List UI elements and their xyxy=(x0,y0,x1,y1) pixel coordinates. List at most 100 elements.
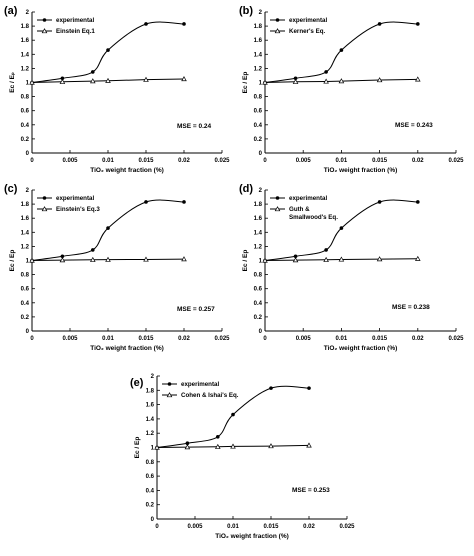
y-tick-label: 1.6 xyxy=(146,403,155,409)
data-point-model xyxy=(338,78,345,84)
legend-label-line: Smallwood's Eq. xyxy=(289,214,338,221)
data-point-model xyxy=(154,444,160,450)
y-axis-title: Ec / Ep xyxy=(9,250,16,272)
data-point-experimental xyxy=(185,441,190,446)
legend-label: Cohen & Ishai's Eq. xyxy=(181,392,239,399)
data-point-model xyxy=(292,78,299,84)
data-point-model xyxy=(29,79,35,85)
legend-label: experimental xyxy=(289,195,327,202)
panel-label: (c) xyxy=(4,183,18,195)
x-axis-title: TiO₂ weight fraction (%) xyxy=(324,345,398,352)
data-point-model xyxy=(262,79,268,85)
y-tick-label: 1.8 xyxy=(21,202,30,208)
y-tick-label: 0 xyxy=(26,151,30,157)
data-point-experimental xyxy=(91,70,95,74)
data-point-experimental xyxy=(416,22,420,26)
data-point-experimental xyxy=(144,22,148,26)
x-tick-label: 0.005 xyxy=(62,336,78,342)
y-tick-label: 2 xyxy=(151,374,155,380)
data-point-model xyxy=(323,256,329,262)
x-tick-label: 0.025 xyxy=(214,158,230,164)
y-tick-label: 1 xyxy=(259,259,263,265)
series-line-experimental xyxy=(264,199,418,261)
y-tick-label: 0 xyxy=(151,517,155,523)
y-axis-title: Eᴄ / Eₚ xyxy=(9,72,16,93)
legend-marker-triangle xyxy=(274,206,281,212)
data-point-model xyxy=(376,256,383,262)
y-axis-title: Ec / Ep xyxy=(134,437,141,459)
data-point-experimental xyxy=(106,48,110,52)
y-tick-label: 1.6 xyxy=(21,216,30,222)
data-point-experimental xyxy=(324,248,328,252)
data-point-model xyxy=(90,256,96,262)
y-tick-label: 0.2 xyxy=(146,503,155,509)
y-tick-label: 0 xyxy=(26,329,30,335)
y-tick-label: 0.6 xyxy=(146,474,155,480)
series-line-experimental xyxy=(31,21,185,83)
data-point-experimental xyxy=(182,22,186,26)
x-tick-label: 0.02 xyxy=(412,158,424,164)
data-point-experimental xyxy=(144,200,148,204)
data-point-model xyxy=(143,256,149,262)
y-tick-label: 0 xyxy=(259,151,263,157)
data-point-experimental xyxy=(60,76,65,81)
legend-label-line: Guth & xyxy=(289,206,310,213)
y-tick-label: 2 xyxy=(259,188,263,194)
data-point-experimental xyxy=(377,22,382,26)
y-tick-label: 1.6 xyxy=(254,38,263,44)
legend-label: experimental xyxy=(181,381,219,388)
x-tick-label: 0.005 xyxy=(296,336,312,342)
x-tick-label: 0.01 xyxy=(227,524,239,530)
data-point-model xyxy=(292,257,299,263)
x-tick-label: 0 xyxy=(263,158,267,164)
x-tick-label: 0 xyxy=(30,336,34,342)
panel-label: (b) xyxy=(239,5,253,17)
data-point-model xyxy=(105,77,111,83)
data-point-model xyxy=(105,256,111,262)
legend-marker-triangle xyxy=(41,28,48,34)
y-tick-label: 2 xyxy=(26,188,30,194)
chart-panel-2: (b) 0 0.2 0.4 0.6 0.8 1 1.2 1.4 1.6 1.8 2 0 0.005 0.01… xyxy=(239,5,464,174)
data-point-model xyxy=(338,256,345,262)
y-tick-label: 2 xyxy=(26,10,30,16)
y-tick-label: 0.8 xyxy=(21,273,30,279)
data-point-model xyxy=(323,78,329,84)
data-point-model xyxy=(90,78,96,84)
data-point-model xyxy=(59,257,66,263)
data-point-experimental xyxy=(106,226,110,230)
y-tick-label: 1.8 xyxy=(146,388,155,394)
x-tick-label: 0.015 xyxy=(138,336,154,342)
chart-panel-5: (e) 0 0.2 0.4 0.6 0.8 1 1.2 1.4 1.6 1.8 2 0 0.005 0.01… xyxy=(130,374,355,540)
y-tick-label: 0.2 xyxy=(254,137,263,143)
y-tick-label: 1.4 xyxy=(146,417,155,423)
y-tick-label: 1.8 xyxy=(254,202,263,208)
series-line-model xyxy=(264,78,418,83)
data-point-model xyxy=(306,442,312,448)
x-tick-label: 0.025 xyxy=(214,336,230,342)
legend-marker-dot xyxy=(42,196,47,200)
x-tick-label: 0.01 xyxy=(336,336,348,342)
data-point-experimental xyxy=(339,48,344,52)
data-point-experimental xyxy=(293,254,298,259)
y-tick-label: 1.6 xyxy=(21,38,30,44)
y-tick-label: 0.8 xyxy=(146,460,155,466)
x-tick-label: 0 xyxy=(263,336,267,342)
chart-panel-1: (a) 0 0.2 0.4 0.6 0.8 1 1.2 1.4 1.6 1.8 2 0 0.005 0.01… xyxy=(4,5,230,174)
x-tick-label: 0.005 xyxy=(296,158,312,164)
y-tick-label: 1.4 xyxy=(21,52,30,58)
legend-marker-triangle xyxy=(41,206,48,212)
legend-marker-dot xyxy=(275,196,280,200)
data-point-model xyxy=(181,76,187,82)
y-tick-label: 1.6 xyxy=(254,216,263,222)
y-tick-label: 0.8 xyxy=(254,95,263,101)
data-point-model xyxy=(415,76,421,82)
y-axis-title: Ec / Ep xyxy=(242,72,249,94)
mse-annotation: MSE = 0.253 xyxy=(292,487,330,494)
x-axis-title: TiO₂ weight fraction (%) xyxy=(215,533,289,540)
data-point-experimental xyxy=(182,200,186,204)
legend-label: Kerner's Eq. xyxy=(289,28,325,35)
legend-marker-dot xyxy=(275,18,280,22)
y-tick-label: 0.6 xyxy=(21,109,30,115)
series-line-experimental xyxy=(264,21,418,83)
y-tick-label: 0.4 xyxy=(254,301,263,307)
